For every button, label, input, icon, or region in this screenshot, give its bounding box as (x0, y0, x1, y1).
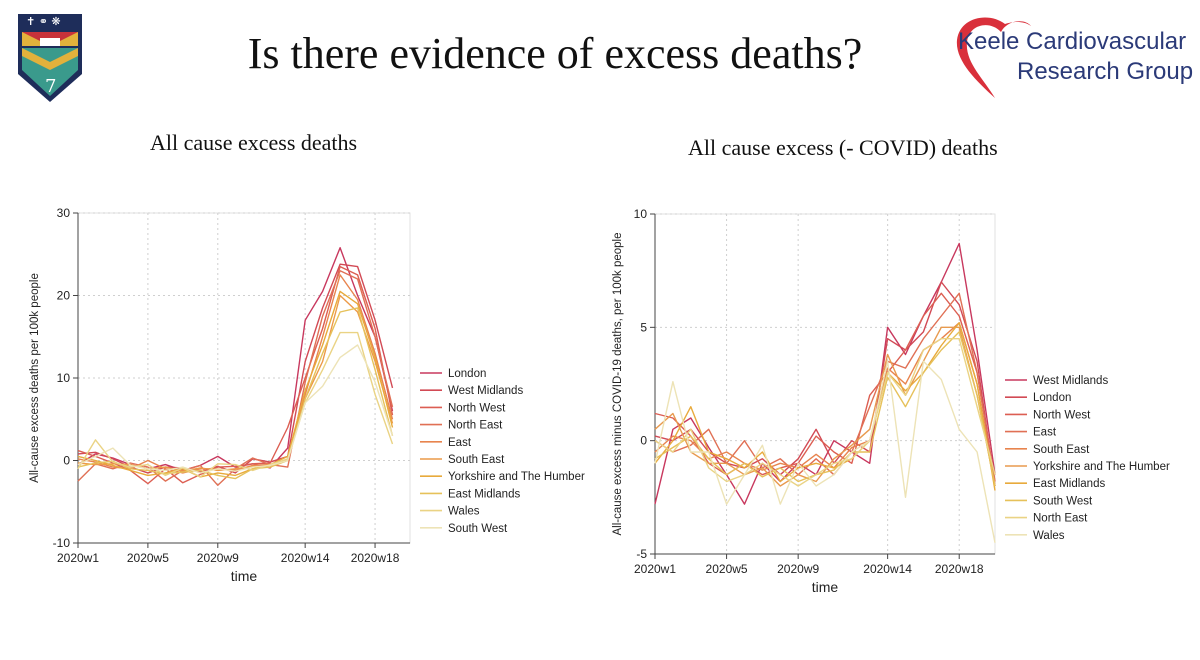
y-tick-label: 30 (57, 206, 71, 220)
logo-text-line1: Keele Cardiovascular (958, 28, 1187, 55)
left-chart-subtitle: All cause excess deaths (150, 130, 358, 155)
legend-label-yorkshire-and-the-humber: Yorkshire and The Humber (1033, 461, 1170, 473)
y-tick-label: 10 (57, 371, 71, 385)
plot-area (654, 213, 996, 555)
y-tick-label: -5 (636, 547, 647, 561)
legend-label-east: East (1033, 427, 1057, 439)
legend-label-wales: Wales (448, 506, 480, 518)
legend-label-wales: Wales (1033, 530, 1065, 542)
series-line-wales (654, 360, 996, 543)
y-tick-label: 10 (634, 207, 648, 221)
series-line-north-east (654, 337, 996, 487)
x-tick-label: 2020w9 (197, 551, 239, 565)
x-tick-label: 2020w1 (634, 562, 676, 576)
legend-label-yorkshire-and-the-humber: Yorkshire and The Humber (448, 471, 585, 483)
legend-label-london: London (448, 368, 486, 380)
legend-label-east-midlands: East Midlands (1033, 478, 1105, 490)
logo-text-line2: Research Group (1017, 58, 1194, 85)
y-tick-label: 5 (640, 320, 647, 334)
legend-label-east: East (448, 437, 472, 449)
y-axis-title: All-cause excess minus COVID-19 deaths, … (612, 233, 624, 536)
legend-label-south-east: South East (448, 454, 505, 466)
legend-label-north-west: North West (448, 402, 506, 414)
series-line-north-west (77, 265, 394, 485)
series-line-east (654, 292, 996, 482)
legend-label-north-east: North East (448, 420, 503, 432)
legend-label-north-east: North East (1033, 513, 1088, 525)
legend-label-north-west: North West (1033, 409, 1091, 421)
y-tick-label: 0 (63, 454, 70, 468)
series-line-south-west (77, 344, 394, 474)
series-line-east-midlands (654, 322, 996, 491)
legend-label-london: London (1033, 392, 1071, 404)
excess-minus-covid-chart: -5 0 5 10 2020w1 2020w5 2020w9 2020w14 2020w18 ti… (612, 207, 1170, 595)
series-line-east (77, 274, 394, 474)
legend-label-west-midlands: West Midlands (1033, 375, 1108, 387)
x-tick-label: 2020w18 (351, 551, 400, 565)
svg-text:✝ ⚭ ❋: ✝ ⚭ ❋ (26, 15, 61, 28)
legend-label-east-midlands: East Midlands (448, 488, 520, 500)
y-tick-label: -10 (53, 536, 71, 550)
legend-label-south-west: South West (448, 523, 508, 535)
y-tick-label: 0 (640, 434, 647, 448)
series-line-west-midlands (654, 242, 996, 505)
crest-numeral: 7 (45, 76, 56, 97)
series-line-east-midlands (77, 307, 394, 480)
x-tick-label: 2020w1 (57, 551, 99, 565)
slide-title: Is there evidence of excess deaths? (247, 29, 863, 78)
excess-deaths-chart: -10 0 10 20 30 2020w1 2020w5 2020w9 2020w14 2020w… (29, 206, 585, 584)
x-tick-label: 2020w14 (281, 551, 330, 565)
heart-icon (956, 17, 1031, 99)
x-axis-title: time (812, 579, 839, 595)
y-tick-label: 20 (57, 289, 71, 303)
legend-label-south-west: South West (1033, 495, 1093, 507)
x-tick-label: 2020w18 (935, 562, 984, 576)
series-line-north-west (654, 292, 996, 482)
legend-label-south-east: South East (1033, 444, 1090, 456)
university-crest-logo: ✝ ⚭ ❋ 7 (18, 14, 82, 102)
x-tick-label: 2020w9 (777, 562, 819, 576)
y-axis-title: All-cause excess deaths per 100k people (29, 273, 41, 483)
x-tick-label: 2020w5 (706, 562, 748, 576)
series-line-london (654, 281, 996, 487)
series-line-yorkshire-and-the-humber (77, 290, 394, 478)
series-line-south-east (77, 294, 394, 472)
series-line-north-east (77, 270, 394, 486)
x-tick-label: 2020w5 (127, 551, 169, 565)
right-chart-subtitle: All cause excess (- COVID) deaths (688, 135, 998, 160)
x-axis-title: time (231, 568, 258, 584)
x-tick-label: 2020w14 (863, 562, 912, 576)
series-line-yorkshire-and-the-humber (654, 326, 996, 487)
series-line-wales (77, 331, 394, 478)
legend-label-west-midlands: West Midlands (448, 385, 523, 397)
